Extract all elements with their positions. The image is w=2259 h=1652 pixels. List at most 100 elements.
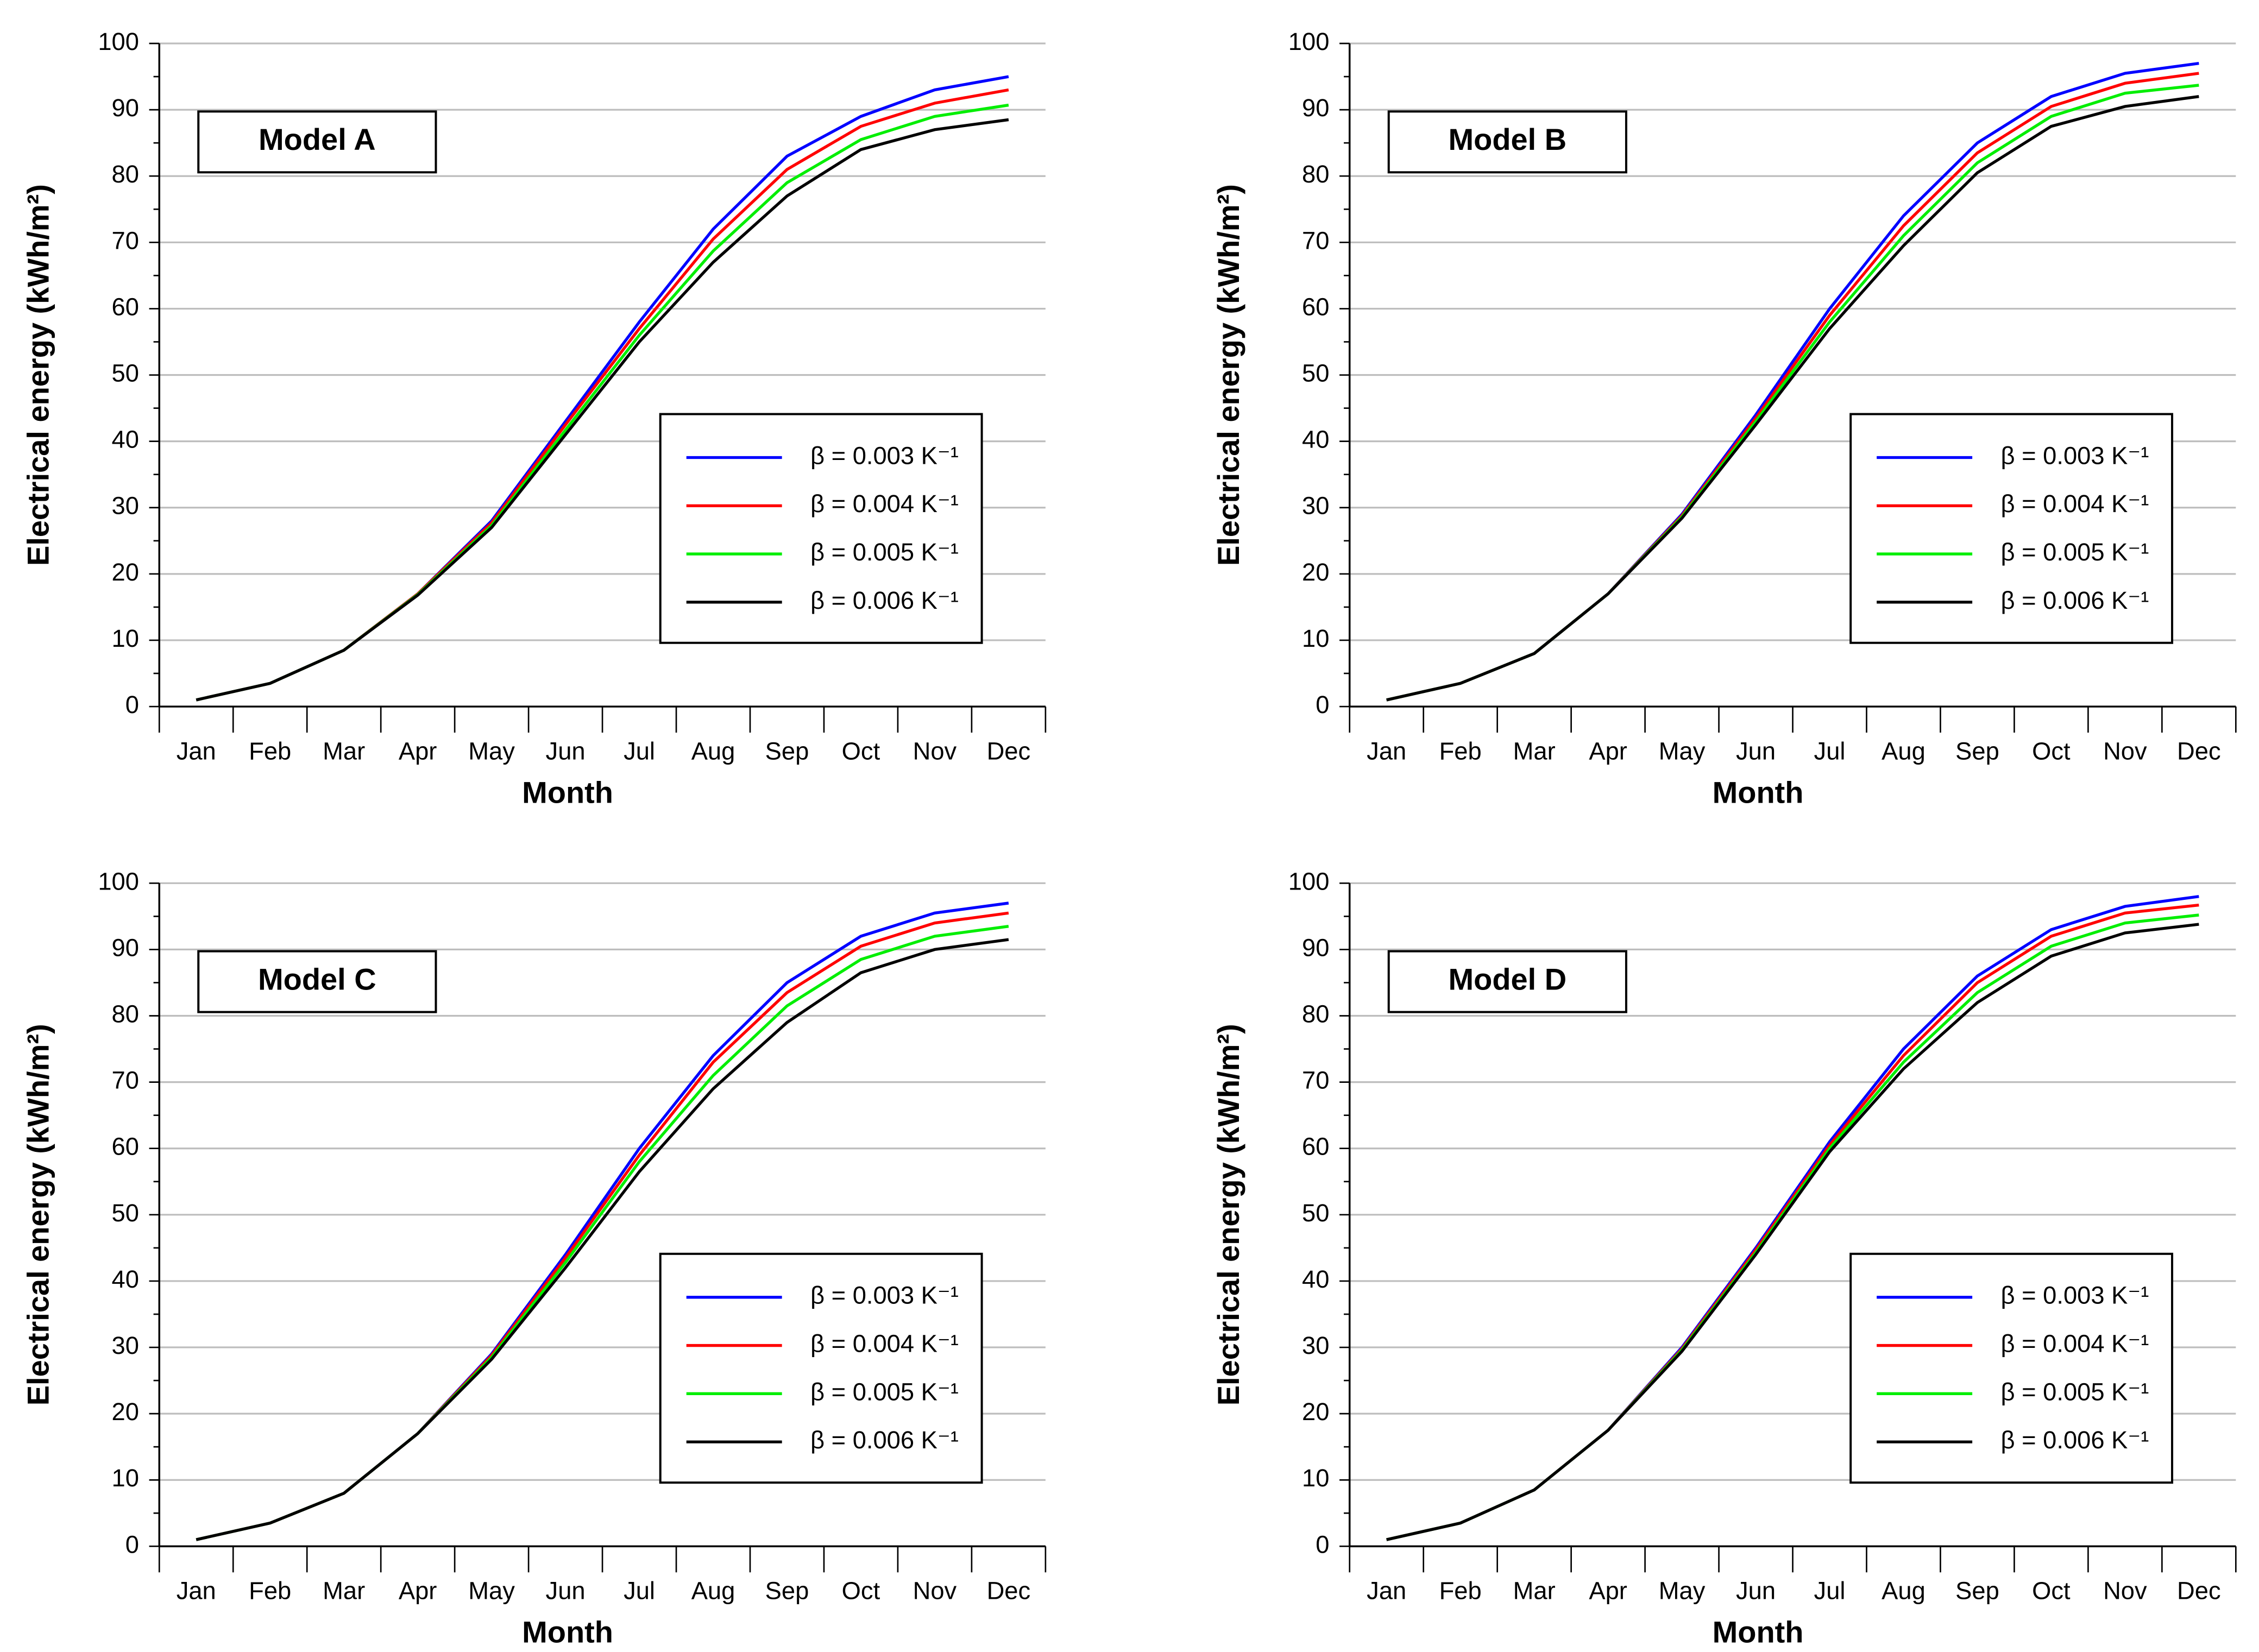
x-tick-label: Dec — [2177, 737, 2221, 765]
legend-label: β = 0.003 K⁻¹ — [810, 442, 959, 469]
y-tick-label: 80 — [1302, 1000, 1329, 1027]
y-tick-label: 50 — [112, 360, 139, 387]
x-tick-label: Jul — [624, 737, 655, 765]
x-tick-label: Jun — [1736, 1577, 1776, 1605]
x-tick-label: Feb — [1439, 737, 1482, 765]
x-axis-title: Month — [1713, 1615, 1804, 1649]
y-tick-label: 70 — [1302, 1067, 1329, 1094]
x-tick-label: Nov — [2103, 737, 2147, 765]
legend-label: β = 0.006 K⁻¹ — [810, 587, 959, 614]
y-tick-label: 70 — [1302, 226, 1329, 254]
x-axis-title: Month — [522, 775, 613, 809]
legend-label: β = 0.003 K⁻¹ — [2000, 442, 2149, 469]
y-tick-label: 10 — [1302, 1464, 1329, 1492]
y-tick-label: 100 — [98, 28, 139, 55]
x-tick-label: Mar — [323, 737, 365, 765]
legend-box — [1849, 1252, 2174, 1484]
legend-label: β = 0.005 K⁻¹ — [810, 538, 959, 566]
x-tick-label: Nov — [913, 737, 957, 765]
x-tick-label: Sep — [1955, 1577, 1999, 1605]
x-tick-label: Mar — [1513, 737, 1556, 765]
y-tick-label: 90 — [1302, 934, 1329, 961]
y-tick-label: 40 — [1302, 426, 1329, 453]
y-tick-label: 50 — [1302, 1199, 1329, 1227]
x-tick-label: Dec — [2177, 1577, 2221, 1605]
x-tick-label: Jan — [177, 1577, 216, 1605]
chart: 0 10 20 30 40 50 60 70 80 90 100 Jan Feb Mar Apr May Jun… — [21, 867, 1047, 1649]
legend-label: β = 0.006 K⁻¹ — [2000, 1426, 2149, 1454]
legend-label: β = 0.004 K⁻¹ — [810, 490, 959, 518]
x-tick-label: Jan — [1367, 737, 1406, 765]
y-tick-label: 20 — [1302, 558, 1329, 586]
x-tick-label: Dec — [987, 1577, 1031, 1605]
y-tick-label: 70 — [112, 1067, 139, 1094]
y-axis-title: Electrical energy (kWh/m²) — [21, 184, 55, 566]
y-tick-label: 80 — [1302, 160, 1329, 188]
x-tick-label: Jun — [1736, 737, 1776, 765]
x-tick-label: Jun — [546, 1577, 586, 1605]
y-tick-label: 60 — [1302, 1133, 1329, 1161]
x-tick-label: Dec — [987, 737, 1031, 765]
x-tick-label: Mar — [1513, 1577, 1556, 1605]
y-tick-label: 20 — [1302, 1398, 1329, 1426]
y-tick-label: 90 — [112, 94, 139, 122]
legend-label: β = 0.003 K⁻¹ — [810, 1282, 959, 1309]
y-tick-label: 60 — [1302, 293, 1329, 320]
x-axis-title: Month — [1713, 775, 1804, 809]
y-tick-label: 60 — [112, 1133, 139, 1161]
x-tick-label: Nov — [2103, 1577, 2147, 1605]
legend-label: β = 0.005 K⁻¹ — [2000, 1378, 2149, 1405]
y-tick-label: 30 — [1302, 1332, 1329, 1359]
x-tick-label: Feb — [249, 1577, 291, 1605]
legend-label: β = 0.006 K⁻¹ — [2000, 587, 2149, 614]
y-tick-label: 70 — [112, 226, 139, 254]
annotation: Model B — [1449, 122, 1567, 156]
annotation: Model A — [259, 122, 376, 156]
legend-box — [659, 413, 983, 644]
series-line — [196, 938, 1009, 1541]
annotation-box — [1387, 110, 1627, 174]
x-tick-label: Jul — [624, 1577, 655, 1605]
x-tick-label: Feb — [249, 737, 291, 765]
legend-label: β = 0.005 K⁻¹ — [810, 1378, 959, 1405]
x-tick-label: Sep — [765, 1577, 809, 1605]
y-tick-label: 30 — [1302, 492, 1329, 520]
x-tick-label: Oct — [842, 737, 880, 765]
x-tick-label: Aug — [1882, 737, 1926, 765]
x-tick-label: Aug — [691, 737, 735, 765]
y-axis-title: Electrical energy (kWh/m²) — [1211, 1024, 1245, 1405]
legend-label: β = 0.006 K⁻¹ — [810, 1426, 959, 1454]
annotation: Model C — [258, 962, 376, 996]
x-tick-label: May — [468, 737, 515, 765]
x-tick-label: Jan — [177, 737, 216, 765]
annotation: Model D — [1449, 962, 1567, 996]
x-tick-label: Apr — [399, 1577, 437, 1605]
x-tick-label: Apr — [399, 737, 437, 765]
x-tick-label: Mar — [323, 1577, 365, 1605]
y-tick-label: 90 — [112, 934, 139, 961]
series-line — [1386, 923, 2199, 1541]
x-tick-label: Sep — [1955, 737, 1999, 765]
y-tick-label: 10 — [1302, 625, 1329, 652]
y-tick-label: 60 — [112, 293, 139, 320]
y-tick-label: 100 — [1288, 28, 1330, 55]
y-tick-label: 50 — [112, 1199, 139, 1227]
x-tick-label: May — [1659, 737, 1706, 765]
legend-label: β = 0.003 K⁻¹ — [2000, 1282, 2149, 1309]
legend-box — [1849, 413, 2174, 644]
y-tick-label: 40 — [112, 1265, 139, 1293]
y-axis-title: Electrical energy (kWh/m²) — [21, 1024, 55, 1405]
annotation-box — [197, 950, 437, 1013]
x-tick-label: Oct — [842, 1577, 880, 1605]
x-tick-label: Jun — [546, 737, 586, 765]
y-tick-label: 0 — [125, 1530, 139, 1558]
x-tick-label: Feb — [1439, 1577, 1482, 1605]
y-tick-label: 80 — [112, 1000, 139, 1027]
y-tick-label: 40 — [112, 426, 139, 453]
x-tick-label: Oct — [2032, 737, 2071, 765]
legend-label: β = 0.005 K⁻¹ — [2000, 538, 2149, 566]
x-tick-label: Jan — [1367, 1577, 1406, 1605]
y-tick-label: 50 — [1302, 360, 1329, 387]
legend-label: β = 0.004 K⁻¹ — [2000, 490, 2149, 518]
